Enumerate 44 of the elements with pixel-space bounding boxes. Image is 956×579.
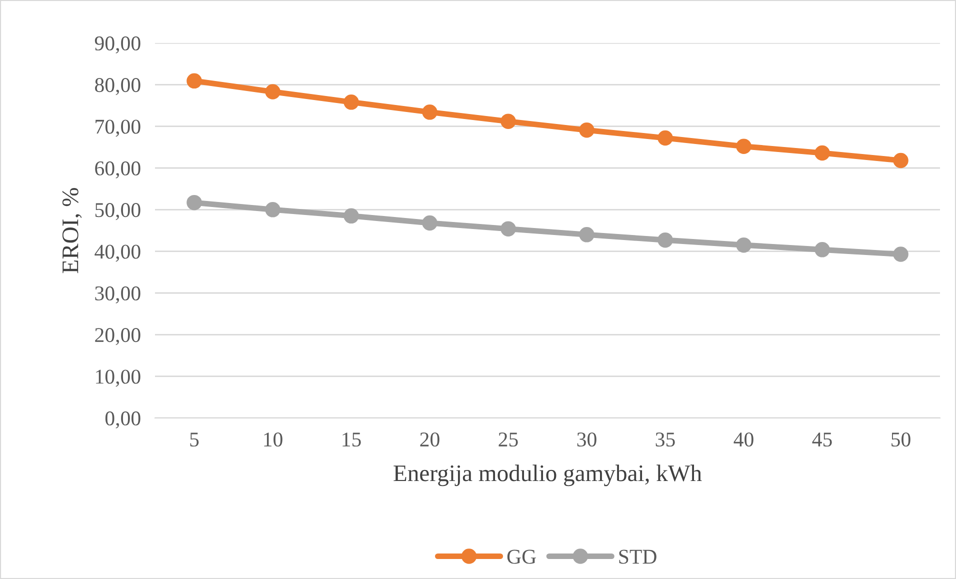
point: [658, 130, 673, 146]
legend-label: GG: [507, 550, 536, 564]
point: [500, 114, 516, 129]
y-tick-label: 30,00: [95, 286, 140, 304]
point: [814, 145, 830, 161]
y-tick-label: 60,00: [95, 161, 140, 178]
y-tick-label: 10,00: [96, 370, 140, 387]
point: [814, 242, 830, 258]
x-axis-title: Energija modulio gamybai, kWh: [394, 464, 702, 486]
y-tick-label: 80,00: [95, 78, 140, 96]
x-tick-label: 40: [734, 432, 754, 447]
x-tick-label: 30: [577, 432, 596, 447]
point: [265, 84, 280, 100]
y-tick-label: 70,00: [96, 120, 140, 137]
point: [422, 215, 438, 231]
x-tick-label: 10: [264, 432, 282, 447]
point: [500, 221, 516, 236]
y-tick-label: 40,00: [94, 244, 140, 262]
x-tick-label: 20: [420, 432, 440, 447]
point: [579, 227, 594, 242]
x-tick-label: 15: [342, 432, 361, 447]
point: [893, 246, 908, 262]
legend-label: STD: [619, 550, 656, 564]
y-tick-label: 20,00: [95, 328, 140, 346]
point: [579, 122, 594, 138]
y-tick-label: 50,00: [95, 203, 140, 220]
y-tick-label: 0,00: [105, 411, 140, 428]
x-tick-label: 35: [656, 432, 675, 447]
x-tick-label: 25: [498, 432, 518, 447]
point: [344, 94, 359, 110]
x-tick-label: 5: [190, 432, 199, 447]
point: [893, 152, 908, 168]
y-tick-label: 90,00: [94, 36, 140, 54]
point: [186, 73, 202, 89]
point: [265, 202, 280, 218]
point: [736, 138, 752, 154]
y-axis-title: EROI, %: [62, 188, 82, 274]
x-tick-label: 45: [812, 432, 832, 447]
point: [422, 104, 438, 120]
point: [186, 194, 202, 210]
x-tick-label: 50: [892, 432, 910, 447]
point: [344, 208, 359, 224]
point: [736, 237, 752, 253]
point: [658, 232, 673, 248]
